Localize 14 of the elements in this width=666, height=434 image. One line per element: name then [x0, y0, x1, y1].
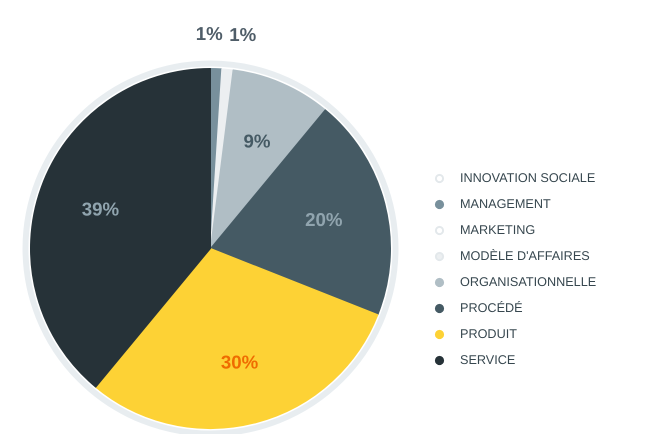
legend-label: MARKETING [460, 223, 536, 237]
data-label: 9% [243, 130, 271, 152]
legend-label: MODÈLE D'AFFAIRES [460, 249, 590, 263]
legend-label: MANAGEMENT [460, 197, 551, 211]
legend-label: ORGANISATIONNELLE [460, 275, 596, 289]
legend-label: PROCÉDÉ [460, 301, 523, 315]
data-label: 30% [220, 351, 259, 372]
legend-label: INNOVATION SOCIALE [460, 171, 596, 185]
legend-label: PRODUIT [460, 327, 517, 341]
data-label: 1% [229, 24, 257, 45]
data-label: 1% [196, 23, 224, 44]
data-label: 39% [82, 198, 120, 220]
legend-label: SERVICE [460, 353, 516, 367]
data-label: 20% [305, 208, 343, 230]
